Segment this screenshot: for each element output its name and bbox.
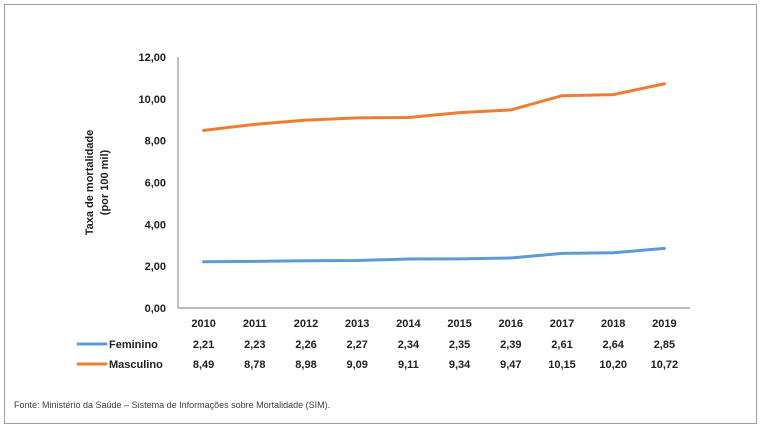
table-value-feminino-2016: 2,39 (500, 339, 521, 351)
y-tick-label: 10,00 (138, 94, 166, 106)
x-category-label-2011: 2011 (243, 318, 267, 330)
x-category-label-2018: 2018 (601, 318, 625, 330)
y-tick-label: 0,00 (145, 303, 166, 315)
y-tick-label: 12,00 (138, 52, 166, 64)
x-category-label-2017: 2017 (550, 318, 574, 330)
legend-label-masculino: Masculino (109, 359, 163, 371)
y-tick-label: 4,00 (145, 219, 166, 231)
y-tick-label: 2,00 (145, 261, 166, 273)
table-value-feminino-2011: 2,23 (244, 339, 265, 351)
source-note: Fonte: Ministério da Saúde – Sistema de … (14, 400, 331, 410)
x-category-label-2012: 2012 (294, 318, 318, 330)
table-value-masculino-2011: 8,78 (244, 359, 265, 371)
y-tick-label: 8,00 (145, 136, 166, 148)
table-value-feminino-2018: 2,64 (602, 339, 624, 351)
table-value-masculino-2015: 9,34 (449, 359, 471, 371)
y-tick-label: 6,00 (145, 178, 166, 190)
x-category-label-2019: 2019 (652, 318, 676, 330)
table-value-feminino-2017: 2,61 (551, 339, 572, 351)
table-value-feminino-2010: 2,21 (193, 339, 214, 351)
table-value-feminino-2014: 2,34 (398, 339, 420, 351)
table-value-feminino-2013: 2,27 (346, 339, 367, 351)
x-category-label-2014: 2014 (396, 318, 421, 330)
x-category-label-2015: 2015 (447, 318, 471, 330)
series-line-feminino (202, 246, 666, 264)
table-value-masculino-2010: 8,49 (193, 359, 214, 371)
x-category-label-2010: 2010 (191, 318, 215, 330)
table-value-masculino-2013: 9,09 (346, 359, 367, 371)
legend-label-feminino: Feminino (109, 339, 158, 351)
table-value-masculino-2016: 9,47 (500, 359, 521, 371)
series-line-masculino (202, 82, 666, 132)
table-value-masculino-2019: 10,72 (651, 359, 679, 371)
table-value-feminino-2015: 2,35 (449, 339, 470, 351)
table-value-masculino-2014: 9,11 (398, 359, 419, 371)
y-axis-title-line1: Taxa de mortalidade (84, 130, 96, 236)
table-value-masculino-2012: 8,98 (295, 359, 316, 371)
y-axis-title-line2: (por 100 mil) (99, 149, 111, 215)
table-value-feminino-2019: 2,85 (654, 339, 675, 351)
table-value-masculino-2018: 10,20 (599, 359, 627, 371)
x-category-label-2016: 2016 (499, 318, 523, 330)
table-value-masculino-2017: 10,15 (548, 359, 576, 371)
x-category-label-2013: 2013 (345, 318, 369, 330)
table-value-feminino-2012: 2,26 (295, 339, 316, 351)
